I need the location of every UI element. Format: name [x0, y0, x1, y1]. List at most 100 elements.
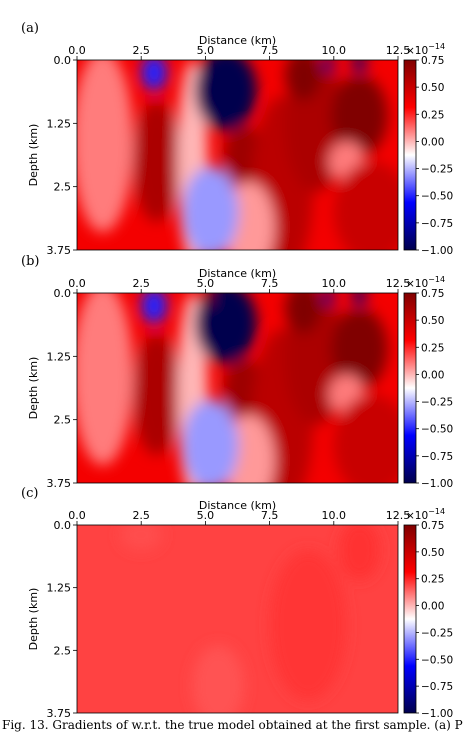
x-tick-label: 0.0 [68, 509, 86, 522]
heatmap-field [77, 293, 398, 483]
x-tick-label: 0.0 [68, 44, 86, 57]
heatmap-blob [202, 293, 214, 305]
y-tick-label: 3.75 [47, 477, 72, 490]
heatmap-blob [331, 308, 388, 390]
colorbar [403, 59, 417, 251]
colorbar-tick-label: 0.50 [421, 315, 444, 327]
colorbar-tick-label: −0.75 [421, 681, 453, 693]
x-axis-label: Distance (km) [199, 34, 276, 47]
y-tick-label: 0.0 [54, 54, 72, 67]
heatmap-blob [133, 333, 180, 456]
heatmap-blob [195, 293, 257, 364]
panel-label: (c) [21, 486, 38, 501]
heatmap-blob [141, 293, 167, 324]
heatmap-blob [269, 550, 347, 701]
x-tick-label: 2.5 [132, 277, 150, 290]
x-tick-label: 10.0 [322, 509, 347, 522]
x-tick-label: 10.0 [322, 44, 347, 57]
colorbar-tick-label: −1.00 [421, 245, 453, 257]
x-axis-label: Distance (km) [199, 499, 276, 512]
y-axis-label: Depth (km) [27, 357, 40, 420]
x-tick-label: 2.5 [132, 509, 150, 522]
plot-frame [76, 524, 399, 714]
colorbar-exponent-power: −14 [428, 275, 445, 284]
heatmap-blob [120, 525, 162, 551]
heatmap-blob [133, 100, 180, 223]
colorbar-tick-label: 0.25 [421, 574, 444, 586]
y-tick-label: 2.5 [54, 181, 72, 194]
colorbar-tick-label: −1.00 [421, 478, 453, 490]
heatmap-blob [285, 293, 321, 334]
x-tick-label: 10.0 [322, 277, 347, 290]
colorbar-exponent-base: ×10 [406, 510, 428, 522]
heatmap-blob [331, 75, 388, 157]
plot-frame [76, 59, 399, 251]
figure-caption: Fig. 13. Gradients of w.r.t. the true mo… [2, 718, 463, 732]
y-tick-label: 0.0 [54, 287, 72, 300]
colorbar-tick-label: 0.50 [421, 547, 444, 559]
colorbar-tick-label: 0.00 [421, 136, 444, 148]
colorbar [403, 524, 417, 714]
colorbar-tick-label: −0.50 [421, 654, 453, 666]
x-tick-label: 7.5 [261, 277, 279, 290]
colorbar-exponent: ×10−14 [406, 507, 445, 522]
panel-b: Distance (km) 0.0 2.5 5.0 7.5 10.0 12.5 Depth (… [21, 254, 453, 490]
x-tick-label: 0.0 [68, 277, 86, 290]
colorbar-tick-label: 0.25 [421, 342, 444, 354]
heatmap-blob [141, 60, 167, 91]
colorbar-tick-label: −0.50 [421, 424, 453, 436]
heatmap-blob [322, 60, 336, 72]
panel-c: Distance (km) 0.0 2.5 5.0 7.5 10.0 12.5 Depth (… [21, 486, 453, 720]
heatmap-blob [195, 60, 257, 131]
y-tick-label: 3.75 [47, 244, 72, 257]
colorbar-tick-label: −0.75 [421, 451, 453, 463]
y-tick-label: 1.25 [47, 350, 72, 363]
colorbar-tick-label: 0.75 [421, 288, 444, 300]
heatmap-features [77, 60, 398, 250]
colorbar-tick-label: −0.25 [421, 164, 453, 176]
x-tick-label: 5.0 [197, 277, 215, 290]
heatmap-field [77, 525, 398, 713]
y-tick-label: 2.5 [54, 414, 72, 427]
x-tick-label: 5.0 [197, 44, 215, 57]
x-tick-label: 12.5 [386, 509, 411, 522]
colorbar-exponent-base: ×10 [406, 278, 428, 290]
heatmap-features [120, 525, 381, 713]
panel-label: (b) [21, 254, 39, 269]
colorbar [403, 292, 417, 484]
heatmap-blob [322, 293, 336, 305]
y-tick-label: 0.0 [54, 519, 72, 532]
x-tick-label: 7.5 [261, 44, 279, 57]
heatmap-field [77, 60, 398, 250]
heatmap-blob [333, 394, 398, 483]
colorbar-exponent-power: −14 [428, 507, 445, 516]
plot-frame [76, 292, 399, 484]
colorbar-tick-label: −0.75 [421, 218, 453, 230]
colorbar-tick-label: −1.00 [421, 708, 453, 720]
colorbar-tick-label: −0.50 [421, 191, 453, 203]
y-axis-label: Depth (km) [27, 124, 40, 187]
heatmap-blob [333, 161, 398, 250]
colorbar-tick-label: −0.25 [421, 627, 453, 639]
heatmap-blob [338, 525, 381, 581]
heatmap-blob [182, 399, 239, 483]
heatmap-blob [77, 293, 134, 466]
y-axis-label: Depth (km) [27, 588, 40, 651]
heatmap-blob [192, 645, 244, 713]
colorbar-exponent: ×10−14 [406, 275, 445, 290]
x-tick-label: 5.0 [197, 509, 215, 522]
y-tick-label: 3.75 [47, 707, 72, 720]
y-tick-label: 1.25 [47, 117, 72, 130]
y-tick-label: 2.5 [54, 644, 72, 657]
colorbar-tick-label: −0.25 [421, 397, 453, 409]
colorbar-tick-label: 0.00 [421, 601, 444, 613]
panel-label: (a) [21, 21, 39, 36]
colorbar-exponent: ×10−14 [406, 42, 445, 57]
colorbar-tick-label: 0.75 [421, 55, 444, 67]
x-axis-label: Distance (km) [199, 267, 276, 280]
colorbar-exponent-power: −14 [428, 42, 445, 51]
heatmap-blob [182, 166, 239, 250]
colorbar-exponent-base: ×10 [406, 45, 428, 57]
x-tick-label: 7.5 [261, 509, 279, 522]
